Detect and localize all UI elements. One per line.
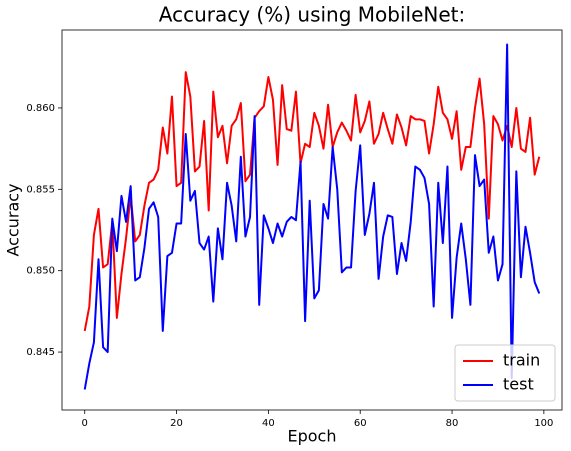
series-line (83, 71, 541, 332)
x-tick-label: 40 (262, 418, 275, 429)
x-tick-label: 0 (82, 418, 88, 429)
legend-box (454, 344, 556, 402)
plot-frame (61, 29, 563, 411)
x-axis-label: Epoch (288, 427, 337, 446)
chart-title: Accuracy (%) using MobileNet: (159, 3, 465, 27)
legend-label: train (503, 351, 540, 370)
y-tick-label: 0.850 (26, 266, 55, 277)
x-tick-label: 60 (354, 418, 367, 429)
y-axis-label: Accuracy (4, 183, 23, 256)
x-tick-label: 20 (170, 418, 183, 429)
x-tick-label: 80 (446, 418, 459, 429)
y-tick-label: 0.855 (26, 184, 55, 195)
series-line (83, 43, 541, 390)
y-tick-label: 0.860 (26, 103, 55, 114)
x-tick-label: 100 (534, 418, 553, 429)
legend-label: test (503, 375, 534, 394)
y-tick-label: 0.845 (26, 347, 55, 358)
